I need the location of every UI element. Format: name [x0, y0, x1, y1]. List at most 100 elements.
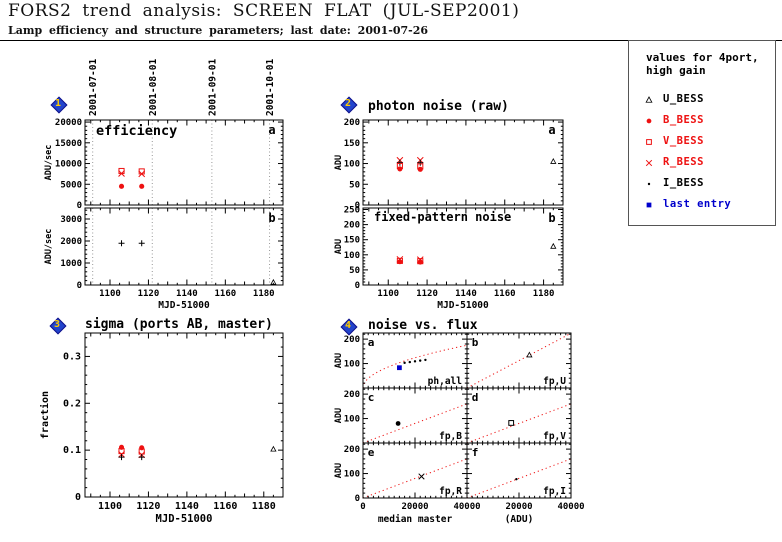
plot-efficiency-chart: 0 5000 10000 15000 20000 efficiency a ADU/sec 0 1… — [44, 59, 284, 311]
svg-text:100: 100 — [344, 160, 360, 170]
plot-4-number-diamond-icon: 4 — [340, 318, 357, 335]
dot-marker-icon — [641, 177, 657, 189]
svg-text:2001-08-01: 2001-08-01 — [148, 59, 159, 116]
svg-text:fp,V: fp,V — [543, 431, 566, 442]
svg-text:b: b — [548, 211, 555, 225]
plot-number-label: 3 — [53, 319, 61, 330]
svg-text:1180: 1180 — [253, 289, 275, 299]
page-title: FORS2 trend analysis: SCREEN FLAT (JUL-S… — [8, 1, 520, 21]
x-marker-icon — [641, 156, 657, 168]
svg-text:1180: 1180 — [533, 289, 555, 299]
svg-text:1140: 1140 — [455, 289, 477, 299]
svg-text:a: a — [268, 123, 275, 137]
svg-text:250: 250 — [344, 206, 360, 216]
svg-text:ADU/sec: ADU/sec — [44, 229, 54, 265]
svg-text:100: 100 — [344, 470, 360, 480]
circle-marker-icon — [641, 114, 657, 126]
svg-text:0.3: 0.3 — [63, 351, 81, 362]
svg-text:b: b — [472, 336, 479, 349]
svg-text:1140: 1140 — [175, 501, 199, 512]
svg-text:200: 200 — [344, 445, 360, 455]
svg-text:0: 0 — [355, 281, 360, 291]
svg-text:40000: 40000 — [453, 502, 480, 512]
legend-entry: U_BESS — [641, 92, 704, 106]
legend-entry-label: R_BESS — [663, 156, 704, 168]
legend-entry-label: last entry — [663, 198, 732, 210]
svg-text:1100: 1100 — [98, 501, 122, 512]
legend-title-line1: values for 4port, — [646, 51, 759, 64]
svg-text:1100: 1100 — [377, 289, 399, 299]
plot-noise-vs-flux-chart: aph,all100200ADUbfp,Ucfp,B100200ADUdfp,V… — [334, 318, 585, 525]
svg-text:0: 0 — [75, 492, 81, 503]
svg-text:2001-07-01: 2001-07-01 — [88, 59, 99, 116]
page-subtitle: Lamp efficiency and structure parameters… — [8, 24, 429, 37]
svg-text:MJD-51000: MJD-51000 — [156, 513, 213, 525]
svg-text:f: f — [472, 446, 479, 459]
svg-text:0: 0 — [77, 201, 82, 211]
svg-text:fraction: fraction — [39, 391, 51, 439]
svg-text:ADU: ADU — [334, 353, 344, 368]
svg-text:ADU: ADU — [334, 463, 344, 478]
legend-entry: last entry — [641, 197, 731, 211]
svg-text:fixed-pattern noise: fixed-pattern noise — [374, 210, 511, 224]
svg-text:a: a — [368, 336, 375, 349]
svg-text:1100: 1100 — [99, 289, 121, 299]
svg-text:fp,B: fp,B — [439, 431, 462, 442]
svg-text:MJD-51000: MJD-51000 — [158, 300, 210, 311]
plot-number-label: 4 — [344, 320, 352, 331]
legend-entry-label: B_BESS — [663, 114, 704, 126]
svg-text:50: 50 — [349, 180, 360, 190]
legend-box: values for 4port, high gain U_BESS B_BESS… — [628, 40, 776, 226]
plot-2-number-diamond-icon: 2 — [340, 96, 357, 113]
svg-text:20000: 20000 — [505, 502, 532, 512]
svg-text:photon noise (raw): photon noise (raw) — [368, 99, 509, 114]
svg-text:3000: 3000 — [60, 215, 82, 225]
svg-text:fp,I: fp,I — [543, 486, 566, 497]
plot-1-number-diamond-icon: 1 — [50, 96, 67, 113]
svg-text:2001-09-01: 2001-09-01 — [207, 59, 218, 116]
plot-3-number-diamond-icon: 3 — [49, 317, 66, 334]
svg-text:ADU/sec: ADU/sec — [44, 145, 54, 181]
legend-title-line2: high gain — [646, 64, 706, 77]
svg-text:1120: 1120 — [416, 289, 438, 299]
legend-entry: B_BESS — [641, 113, 704, 127]
svg-text:100: 100 — [344, 251, 360, 261]
legend-entry: I_BESS — [641, 176, 704, 190]
svg-text:ADU: ADU — [334, 239, 344, 254]
svg-text:1000: 1000 — [60, 259, 82, 269]
svg-text:median master: median master — [378, 514, 453, 525]
svg-text:1160: 1160 — [213, 501, 237, 512]
svg-text:200: 200 — [344, 390, 360, 400]
legend-entry: V_BESS — [641, 134, 704, 148]
svg-text:50: 50 — [349, 266, 360, 276]
svg-text:150: 150 — [344, 139, 360, 149]
svg-text:1120: 1120 — [138, 289, 160, 299]
svg-text:1160: 1160 — [214, 289, 236, 299]
svg-text:e: e — [368, 446, 375, 459]
svg-text:fp,R: fp,R — [439, 486, 462, 497]
svg-text:100: 100 — [344, 360, 360, 370]
svg-text:b: b — [268, 211, 275, 225]
square-open-marker-icon — [641, 135, 657, 147]
svg-text:0.2: 0.2 — [63, 398, 81, 409]
svg-text:20000: 20000 — [55, 118, 82, 128]
svg-text:0: 0 — [360, 502, 365, 512]
svg-text:ADU: ADU — [334, 408, 344, 423]
svg-text:0: 0 — [355, 201, 360, 211]
legend-title: values for 4port, high gain — [646, 51, 759, 77]
svg-text:ADU: ADU — [334, 155, 344, 170]
legend-entry-label: V_BESS — [663, 135, 704, 147]
header-divider — [0, 40, 782, 41]
svg-text:efficiency: efficiency — [96, 123, 177, 139]
svg-text:2000: 2000 — [60, 237, 82, 247]
svg-text:150: 150 — [344, 236, 360, 246]
plot-number-label: 2 — [344, 98, 352, 109]
legend-entry: R_BESS — [641, 155, 704, 169]
svg-text:a: a — [548, 123, 555, 137]
svg-text:1160: 1160 — [494, 289, 516, 299]
svg-text:200: 200 — [344, 335, 360, 345]
svg-text:100: 100 — [344, 415, 360, 425]
svg-text:noise vs. flux: noise vs. flux — [368, 318, 478, 333]
